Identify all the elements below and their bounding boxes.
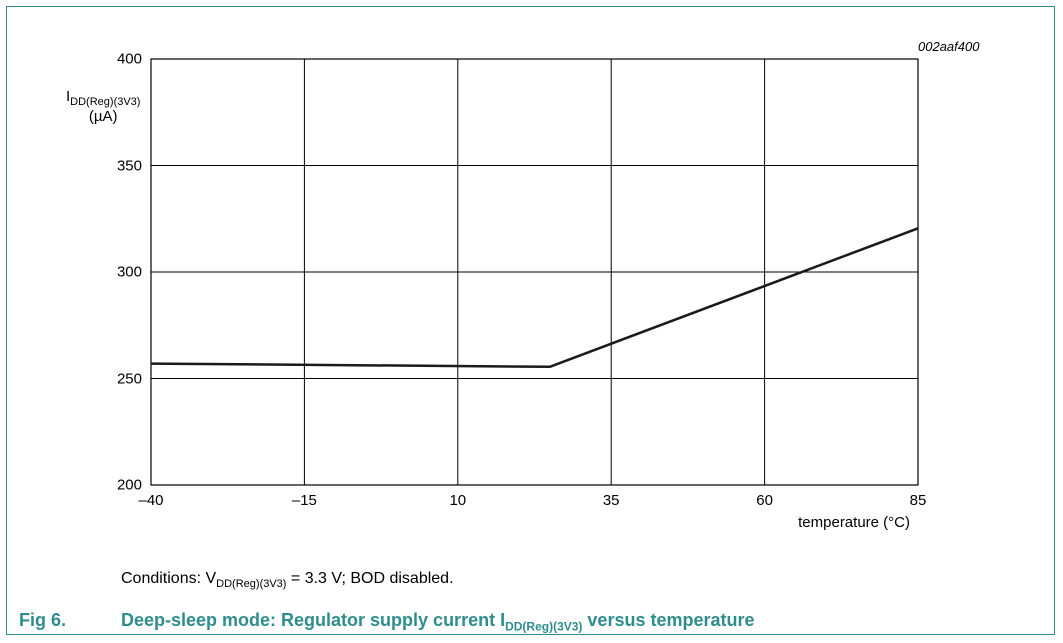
x-tick-label: –40 bbox=[138, 492, 164, 509]
x-axis-label: temperature (°C) bbox=[798, 514, 910, 531]
grid-lines bbox=[150, 58, 919, 486]
y-tick-label: 400 bbox=[116, 50, 142, 68]
x-tick-label: –15 bbox=[291, 492, 317, 509]
conditions-sub: DD(Reg)(3V3) bbox=[216, 578, 287, 591]
y-axis-label-main: I bbox=[66, 88, 71, 105]
conditions-suffix: = 3.3 V; BOD disabled. bbox=[286, 570, 454, 587]
figure-number: Fig 6. bbox=[19, 610, 67, 630]
conditions-prefix: Conditions: V bbox=[121, 570, 217, 587]
figure-title-sub: DD(Reg)(3V3) bbox=[505, 619, 583, 634]
plot-border bbox=[150, 58, 919, 486]
y-tick-label: 200 bbox=[116, 476, 142, 494]
y-tick-label: 250 bbox=[116, 370, 142, 387]
y-axis-label: IDD(Reg)(3V3) (µA) bbox=[66, 89, 140, 124]
y-tick-label: 300 bbox=[116, 263, 142, 281]
series-layer bbox=[150, 227, 919, 369]
x-tick-label: 10 bbox=[449, 492, 467, 509]
series-line-0 bbox=[150, 227, 919, 369]
x-tick-label: 35 bbox=[602, 492, 620, 509]
figure-title-prefix: Deep-sleep mode: Regulator supply curren… bbox=[121, 610, 506, 630]
figure-title-suffix: versus temperature bbox=[582, 610, 755, 630]
figure-code: 002aaf400 bbox=[918, 39, 980, 54]
y-tick-label: 350 bbox=[116, 157, 142, 174]
figure-frame bbox=[6, 6, 1055, 635]
y-axis-label-unit: (µA) bbox=[88, 107, 118, 125]
x-tick-label: 85 bbox=[909, 492, 927, 509]
conditions-text: Conditions: VDD(Reg)(3V3) = 3.3 V; BOD d… bbox=[121, 570, 454, 590]
figure-title: Deep-sleep mode: Regulator supply curren… bbox=[121, 610, 755, 634]
y-axis-label-sub: DD(Reg)(3V3) bbox=[70, 96, 141, 108]
x-tick-label: 60 bbox=[756, 492, 773, 509]
